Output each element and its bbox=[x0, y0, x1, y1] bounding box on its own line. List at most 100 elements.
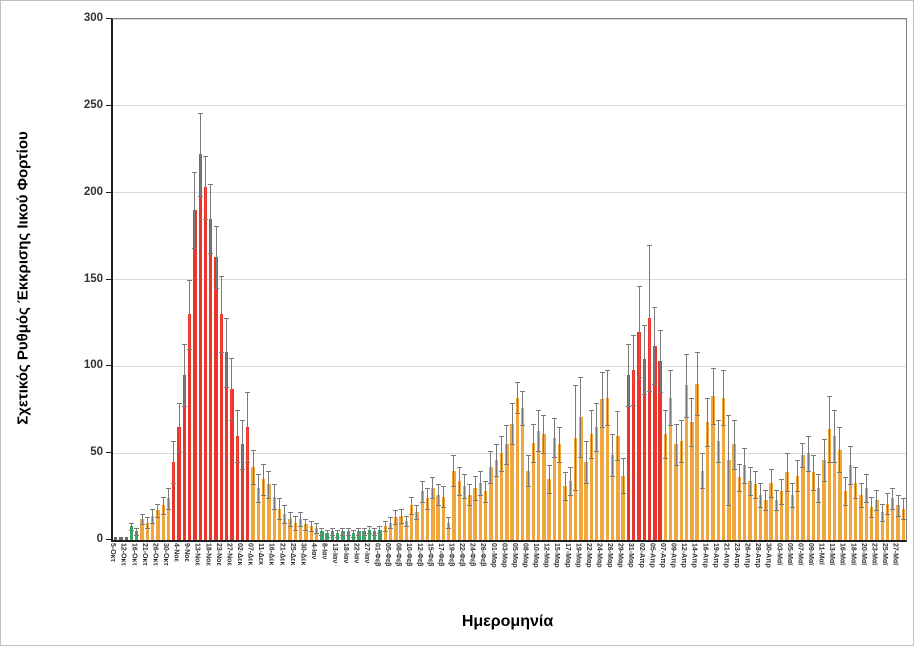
bar bbox=[468, 494, 472, 540]
error-bar bbox=[136, 527, 138, 535]
error-bar bbox=[606, 369, 608, 426]
error-bar bbox=[617, 411, 619, 461]
error-bar bbox=[823, 439, 825, 481]
y-tick-mark bbox=[106, 365, 111, 367]
x-tick-label: 03-Μαϊ bbox=[775, 543, 783, 566]
error-bar-cap bbox=[430, 498, 436, 500]
error-bar-cap bbox=[879, 503, 885, 505]
error-bar-cap bbox=[662, 409, 668, 411]
error-bar-cap bbox=[874, 510, 880, 512]
error-bar-cap bbox=[668, 425, 674, 427]
error-bar-cap bbox=[277, 519, 283, 521]
error-bar-cap bbox=[520, 425, 526, 427]
bar bbox=[124, 537, 128, 540]
x-tick-label: 11-Μαϊ bbox=[817, 543, 825, 565]
bar bbox=[769, 482, 773, 540]
gridline bbox=[113, 279, 906, 280]
error-bar bbox=[432, 477, 434, 499]
error-bar-cap bbox=[562, 500, 568, 502]
x-tick-label: 13-Νοε bbox=[193, 543, 201, 566]
error-bar-cap bbox=[800, 467, 806, 469]
bar bbox=[193, 210, 197, 540]
bar bbox=[150, 515, 155, 540]
error-bar bbox=[321, 527, 323, 535]
error-bar-cap bbox=[551, 418, 557, 420]
error-bar bbox=[152, 508, 154, 523]
error-bar-cap bbox=[462, 498, 468, 500]
y-axis-title: Σχετικός Ρυθμός Έκκρισης Ιικού Φορτίου bbox=[14, 131, 32, 425]
error-bar-cap bbox=[329, 527, 335, 529]
bar bbox=[230, 388, 234, 540]
error-bar-cap bbox=[678, 420, 684, 422]
error-bar bbox=[643, 324, 645, 395]
bar bbox=[753, 484, 757, 540]
error-bar-cap bbox=[647, 390, 653, 392]
error-bar bbox=[886, 493, 888, 514]
bar bbox=[298, 519, 303, 540]
error-bar-cap bbox=[715, 461, 721, 463]
bar bbox=[425, 498, 430, 540]
error-bar-cap bbox=[208, 253, 214, 255]
x-tick-label: 27-Ιαν bbox=[362, 543, 370, 564]
bar bbox=[880, 512, 884, 540]
error-bar-cap bbox=[356, 534, 362, 536]
error-bar-cap bbox=[171, 441, 177, 442]
error-bar-cap bbox=[652, 307, 658, 309]
x-tick-label: 05-Φεβ bbox=[384, 543, 392, 567]
bar bbox=[806, 453, 810, 540]
y-tick-label: 50 bbox=[90, 446, 103, 459]
error-bar-cap bbox=[541, 414, 547, 416]
error-bar-cap bbox=[832, 461, 838, 463]
error-bar bbox=[897, 494, 899, 516]
error-bar-cap bbox=[847, 484, 853, 486]
error-bar-cap bbox=[234, 461, 240, 463]
error-bar-cap bbox=[129, 529, 134, 531]
error-bar bbox=[781, 479, 783, 504]
x-tick-label: 17-Μαρ bbox=[563, 543, 571, 568]
x-tick-label: 16-Οκτ bbox=[130, 543, 138, 566]
error-bar bbox=[368, 526, 370, 534]
error-bar-cap bbox=[641, 394, 647, 396]
error-bar-cap bbox=[773, 510, 779, 512]
error-bar-cap bbox=[477, 470, 483, 472]
bar bbox=[674, 444, 678, 540]
bar bbox=[119, 537, 123, 540]
bar bbox=[172, 461, 176, 540]
x-tick-label: 29-Μαρ bbox=[616, 543, 624, 568]
error-bar-cap bbox=[409, 513, 415, 515]
bar bbox=[531, 442, 535, 540]
y-tick-label: 200 bbox=[83, 185, 103, 198]
error-bar-cap bbox=[192, 248, 198, 250]
error-bar-cap bbox=[208, 183, 214, 185]
x-tick-label: 08-Μαρ bbox=[521, 543, 529, 568]
error-bar-cap bbox=[694, 414, 700, 416]
error-bar-cap bbox=[292, 529, 298, 531]
bar bbox=[383, 526, 387, 540]
bar bbox=[367, 529, 372, 540]
bar bbox=[589, 434, 594, 540]
error-bar-cap bbox=[826, 461, 832, 463]
bar bbox=[484, 491, 488, 540]
error-bar-cap bbox=[197, 196, 203, 198]
bar bbox=[415, 512, 419, 540]
error-bar-cap bbox=[345, 534, 351, 536]
bar bbox=[732, 444, 736, 540]
error-bar bbox=[331, 527, 333, 535]
error-bar-cap bbox=[779, 503, 785, 505]
bar bbox=[536, 430, 541, 540]
error-bar-cap bbox=[610, 434, 616, 436]
error-bar bbox=[892, 487, 894, 509]
error-bar bbox=[516, 381, 518, 414]
error-bar-cap bbox=[509, 402, 515, 404]
error-bar-cap bbox=[356, 527, 362, 529]
error-bar-cap bbox=[853, 467, 859, 469]
error-bar-cap bbox=[462, 474, 468, 475]
bar bbox=[864, 487, 869, 540]
error-bar bbox=[421, 480, 423, 502]
error-bar-cap bbox=[134, 527, 140, 529]
bar bbox=[653, 345, 657, 540]
error-bar bbox=[469, 484, 471, 506]
bar bbox=[436, 494, 440, 540]
error-bar bbox=[791, 482, 793, 507]
error-bar bbox=[485, 480, 487, 502]
